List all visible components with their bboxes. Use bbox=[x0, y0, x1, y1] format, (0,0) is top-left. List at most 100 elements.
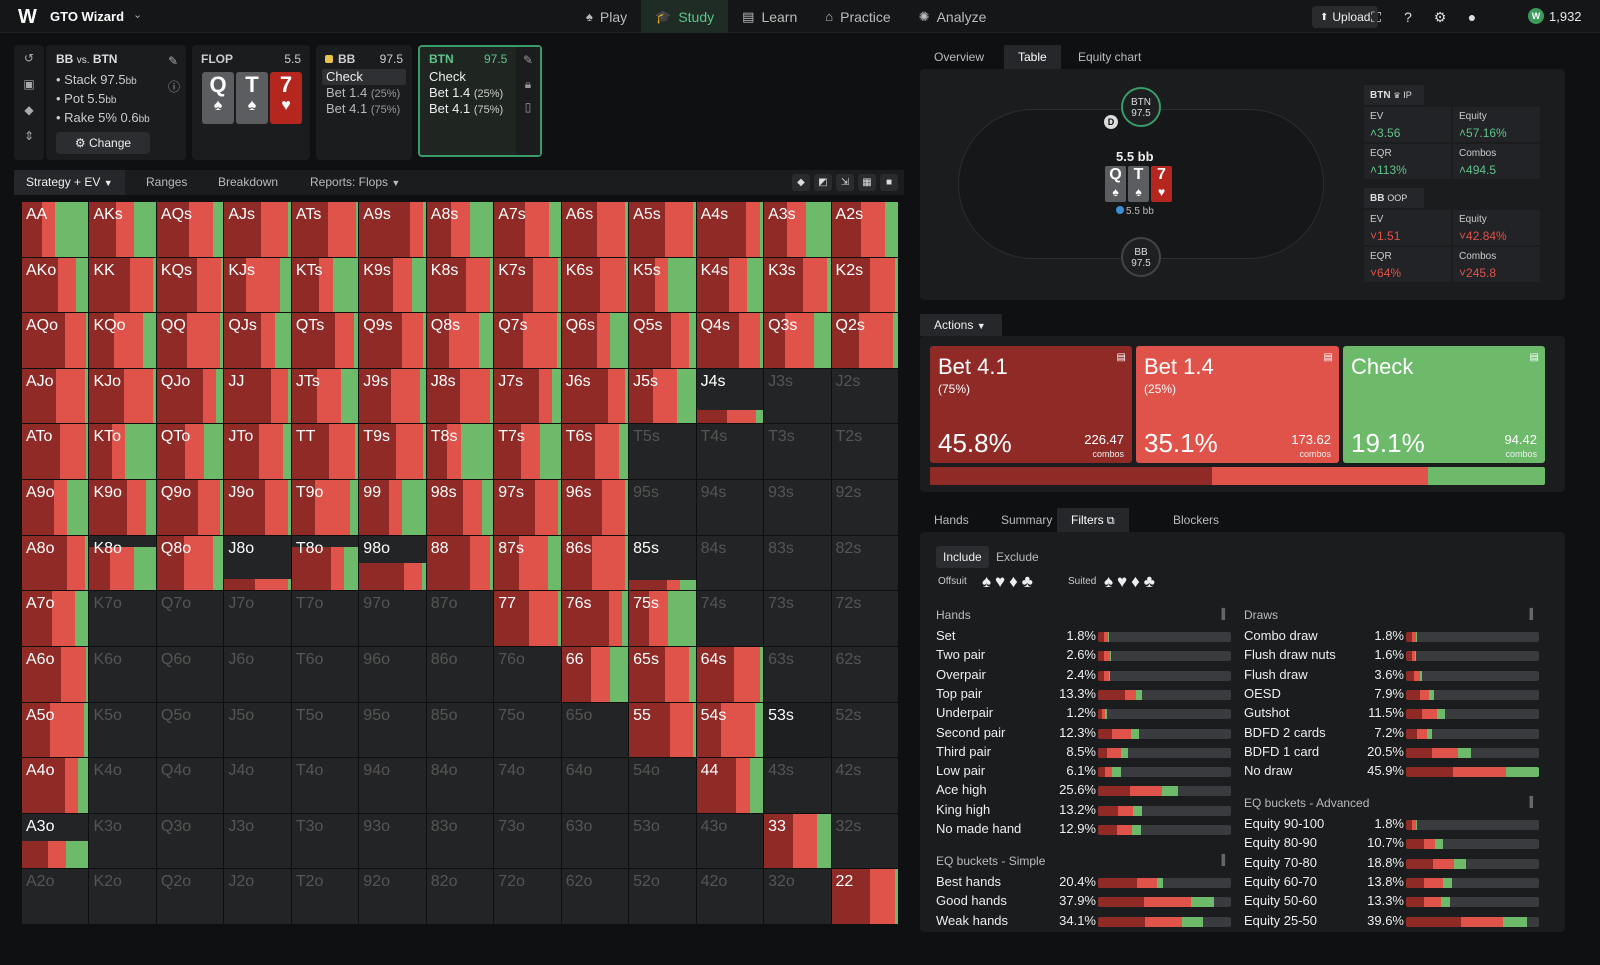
hand-cell[interactable]: 64o bbox=[561, 758, 629, 813]
hand-cell[interactable]: K7s bbox=[494, 257, 561, 313]
hand-cell[interactable]: A9o bbox=[22, 480, 89, 535]
hand-cell[interactable]: J6o bbox=[224, 646, 291, 702]
hand-cell[interactable]: K5s bbox=[629, 257, 696, 313]
brand-name[interactable]: GTO Wizard bbox=[50, 9, 125, 24]
filter-row[interactable]: Equity 60-70 13.8% bbox=[1244, 874, 1544, 893]
copy-icon[interactable]: ⧉ bbox=[1103, 515, 1115, 527]
nav-study[interactable]: 🎓 Study bbox=[641, 0, 729, 33]
hand-cell[interactable]: 87o bbox=[426, 591, 494, 646]
hand-cell[interactable]: J5o bbox=[224, 702, 291, 758]
hand-cell[interactable]: Q3o bbox=[156, 813, 224, 869]
help-icon[interactable]: ? bbox=[1404, 9, 1412, 25]
hand-cell[interactable]: J2o bbox=[224, 869, 291, 924]
hand-cell[interactable]: ATo bbox=[22, 424, 89, 480]
square-icon[interactable]: ■ bbox=[880, 174, 898, 191]
hand-cell[interactable]: Q9s bbox=[359, 313, 426, 368]
btn-option-0[interactable]: Check bbox=[429, 69, 466, 84]
suited-filters[interactable]: ♠♥♦♣ bbox=[1104, 572, 1159, 591]
hand-cell[interactable]: J3s bbox=[764, 368, 831, 424]
filter-row[interactable]: Best hands 20.4% bbox=[936, 874, 1236, 893]
hand-cell[interactable]: 97o bbox=[359, 591, 426, 646]
hand-cell[interactable]: 42s bbox=[831, 758, 898, 813]
include-toggle[interactable]: Include bbox=[936, 546, 989, 568]
hand-cell[interactable]: 33 bbox=[764, 813, 831, 869]
hand-cell[interactable]: K9o bbox=[89, 480, 156, 535]
filter-row[interactable]: Flush draw nuts 1.6% bbox=[1244, 647, 1544, 666]
hand-cell[interactable]: 63s bbox=[764, 646, 831, 702]
hand-cell[interactable]: 76o bbox=[494, 646, 561, 702]
hand-cell[interactable]: 32o bbox=[764, 869, 831, 924]
hand-cell[interactable]: A4s bbox=[696, 202, 764, 257]
hand-cell[interactable]: K4o bbox=[89, 758, 156, 813]
hand-cell[interactable]: K8s bbox=[426, 257, 494, 313]
hand-cell[interactable]: T6s bbox=[561, 424, 629, 480]
reset-icon[interactable]: ↺ bbox=[23, 51, 35, 65]
hand-cell[interactable]: T6o bbox=[291, 646, 359, 702]
hand-cell[interactable]: K2s bbox=[831, 257, 898, 313]
hand-cell[interactable]: A7s bbox=[494, 202, 561, 257]
hand-cell[interactable]: J2s bbox=[831, 368, 898, 424]
hand-cell[interactable]: 97s bbox=[494, 480, 561, 535]
tab-filters[interactable]: Filters ⧉ bbox=[1057, 508, 1129, 532]
hand-cell[interactable]: 65s bbox=[629, 646, 696, 702]
collapse-icon[interactable]: ▐ bbox=[1218, 855, 1226, 866]
hand-cell[interactable]: 86s bbox=[561, 535, 629, 591]
hand-cell[interactable]: AJs bbox=[224, 202, 291, 257]
hand-cell[interactable]: A2o bbox=[22, 869, 89, 924]
hand-cell[interactable]: 98s bbox=[426, 480, 494, 535]
actions-dropdown[interactable]: Actions ▼ bbox=[920, 314, 1002, 336]
hand-cell[interactable]: J7o bbox=[224, 591, 291, 646]
hand-cell[interactable]: Q5o bbox=[156, 702, 224, 758]
hand-cell[interactable]: 82o bbox=[426, 869, 494, 924]
collapse-icon[interactable]: ▐ bbox=[1526, 609, 1534, 620]
hand-cell[interactable]: K6o bbox=[89, 646, 156, 702]
hand-cell[interactable]: 96o bbox=[359, 646, 426, 702]
filter-row[interactable]: Third pair 8.5% bbox=[936, 744, 1236, 763]
hand-cell[interactable]: 76s bbox=[561, 591, 629, 646]
hand-cell[interactable]: J4o bbox=[224, 758, 291, 813]
bb-option-0[interactable]: Check bbox=[322, 69, 406, 85]
hand-cell[interactable]: K9s bbox=[359, 257, 426, 313]
filter-row[interactable]: Equity 70-80 18.8% bbox=[1244, 855, 1544, 874]
hand-cell[interactable]: 62s bbox=[831, 646, 898, 702]
hand-cell[interactable]: J7s bbox=[494, 368, 561, 424]
hand-cell[interactable]: 99 bbox=[359, 480, 426, 535]
filter-row[interactable]: Weak hands 34.1% bbox=[936, 913, 1236, 932]
hand-cell[interactable]: 84s bbox=[696, 535, 764, 591]
filter-row[interactable]: Top pair 13.3% bbox=[936, 686, 1236, 705]
filter-row[interactable]: Second pair 12.3% bbox=[936, 725, 1236, 744]
hand-cell[interactable]: A2s bbox=[831, 202, 898, 257]
hand-cell[interactable]: T8o bbox=[291, 535, 359, 591]
hand-cell[interactable]: 83o bbox=[426, 813, 494, 869]
hand-cell[interactable]: 53o bbox=[629, 813, 696, 869]
hand-cell[interactable]: K2o bbox=[89, 869, 156, 924]
filter-row[interactable]: Good hands 37.9% bbox=[936, 893, 1236, 912]
hand-cell[interactable]: A6o bbox=[22, 646, 89, 702]
hand-cell[interactable]: K3o bbox=[89, 813, 156, 869]
hand-cell[interactable]: T5s bbox=[629, 424, 696, 480]
hand-cell[interactable]: 73s bbox=[764, 591, 831, 646]
tab-blockers[interactable]: Blockers bbox=[1173, 513, 1220, 527]
hand-cell[interactable]: 72s bbox=[831, 591, 898, 646]
hand-cell[interactable]: T9o bbox=[291, 480, 359, 535]
hand-cell[interactable]: K4s bbox=[696, 257, 764, 313]
tab-equity-chart[interactable]: Equity chart bbox=[1078, 50, 1142, 64]
hand-cell[interactable]: J8s bbox=[426, 368, 494, 424]
hand-cell[interactable]: K8o bbox=[89, 535, 156, 591]
hand-cell[interactable]: 83s bbox=[764, 535, 831, 591]
hand-cell[interactable]: QTo bbox=[156, 424, 224, 480]
filter-row[interactable]: Low pair 6.1% bbox=[936, 763, 1236, 782]
hand-cell[interactable]: 88 bbox=[426, 535, 494, 591]
contrast-icon[interactable]: ◩ bbox=[814, 174, 832, 191]
hand-cell[interactable]: 62o bbox=[561, 869, 629, 924]
hand-cell[interactable]: KTo bbox=[89, 424, 156, 480]
lock-icon[interactable]: 🔒︎ bbox=[524, 77, 532, 91]
details-icon[interactable]: ▤ bbox=[1323, 352, 1333, 363]
hand-cell[interactable]: T2s bbox=[831, 424, 898, 480]
hand-cell[interactable]: T7o bbox=[291, 591, 359, 646]
hand-cell[interactable]: QJs bbox=[224, 313, 291, 368]
bb-action-panel[interactable]: BB 97.5 Check Bet 1.4 (25%) Bet 4.1 (75%) bbox=[316, 45, 412, 160]
hand-cell[interactable]: AKo bbox=[22, 257, 89, 313]
hand-cell[interactable]: Q4s bbox=[696, 313, 764, 368]
filter-row[interactable]: OESD 7.9% bbox=[1244, 686, 1544, 705]
